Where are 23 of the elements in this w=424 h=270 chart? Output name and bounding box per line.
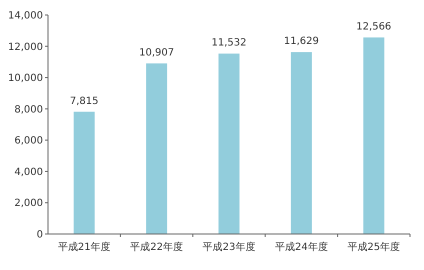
x-tick-label: 平成22年度 xyxy=(130,241,183,253)
bar xyxy=(218,54,240,234)
y-tick-label: 2,000 xyxy=(14,198,43,210)
y-tick-label: 10,000 xyxy=(8,73,43,84)
data-label: 12,566 xyxy=(356,21,392,32)
bar xyxy=(363,37,384,234)
bar xyxy=(74,112,95,234)
bar xyxy=(146,63,168,234)
y-tick-label: 12,000 xyxy=(8,42,43,53)
data-label: 10,907 xyxy=(139,47,174,58)
data-label: 11,532 xyxy=(212,38,246,49)
x-tick-label: 平成24年度 xyxy=(275,241,328,253)
y-tick-label: 14,000 xyxy=(8,10,43,22)
y-tick-label: 8,000 xyxy=(14,104,43,116)
bar xyxy=(290,52,312,234)
x-tick-label: 平成25年度 xyxy=(347,241,400,253)
x-tick-label: 平成21年度 xyxy=(58,241,111,253)
y-tick-label: 0 xyxy=(36,230,43,240)
x-tick-label: 平成23年度 xyxy=(202,241,256,253)
y-tick-label: 6,000 xyxy=(14,136,43,147)
data-label: 11,629 xyxy=(284,36,319,48)
y-tick-label: 4,000 xyxy=(14,166,43,178)
data-label: 7,815 xyxy=(70,96,99,107)
